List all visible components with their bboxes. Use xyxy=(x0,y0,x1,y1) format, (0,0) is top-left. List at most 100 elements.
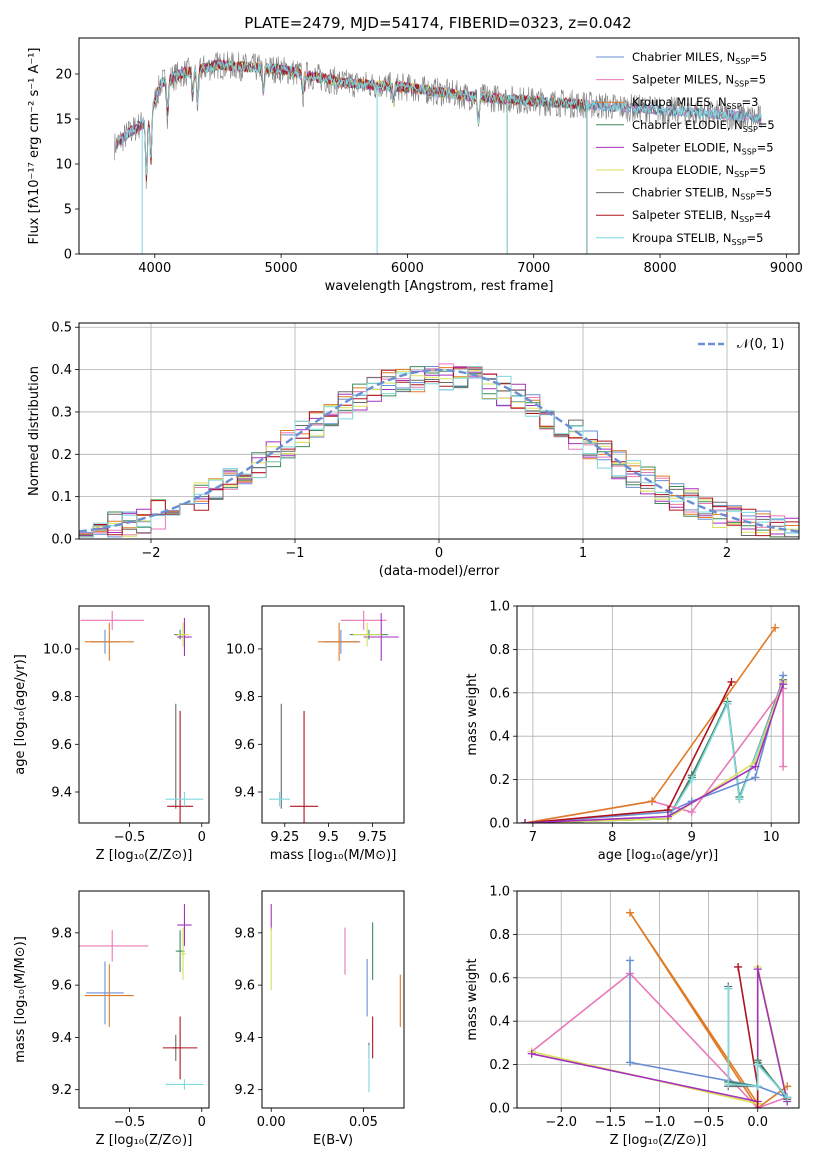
y-tick-label: 9.2 xyxy=(51,1083,72,1098)
x-tick-label: −0.5 xyxy=(114,830,146,845)
y-tick-label: 9.6 xyxy=(51,979,72,994)
y-tick-label: 0.0 xyxy=(51,533,72,548)
age_vs_mass-plot-area xyxy=(269,610,399,823)
y-axis-label: mass [log₁₀(M/M⊙)] xyxy=(13,936,28,1063)
x-tick-label: 0 xyxy=(198,830,206,845)
weight_vs_Z-axes: −2.0 −1.5 −1.0 −0.5 0.0 0.0 0.2 0.4 0.6 0.8 1.0 Z [… xyxy=(465,885,800,1148)
model-spectrum-line xyxy=(116,60,588,254)
mass-weight-point xyxy=(724,984,733,993)
x-tick-label: 4000 xyxy=(138,261,171,276)
age_vs_Z-frame xyxy=(78,605,210,824)
x-tick-label: −2.0 xyxy=(545,1115,577,1130)
mass-weight-point xyxy=(753,1060,762,1069)
x-tick-label: 0 xyxy=(435,546,443,561)
legend-label: Chabrier MILES, NSSP=5 xyxy=(632,50,767,66)
mass-weight-series-line xyxy=(629,960,788,1098)
y-tick-label: 0.2 xyxy=(489,773,510,788)
x-tick-label: −1 xyxy=(285,546,304,561)
legend-label: Salpeter STELIB, NSSP=4 xyxy=(632,208,771,224)
mass-weight-point xyxy=(625,1058,634,1067)
x-tick-label: 0.00 xyxy=(257,1115,286,1130)
mass-weight-series-line xyxy=(524,686,784,823)
age_vs_Z-plot-area xyxy=(80,610,204,823)
y-tick-label: 9.4 xyxy=(51,1031,72,1046)
x-tick-label: 10 xyxy=(763,830,780,845)
y-axis-label: Normed distribution xyxy=(27,366,42,496)
weight_vs_Z-plot-area xyxy=(527,908,792,1108)
weight_vs_age-axes: 7 8 9 10 0.0 0.2 0.4 0.6 0.8 1.0 age [log₁₀(age/yr… xyxy=(465,600,800,863)
y-tick-label: 0.4 xyxy=(489,730,510,745)
mass-weight-point xyxy=(727,677,736,686)
y-tick-label: 0.1 xyxy=(51,490,72,505)
y-tick-label: 9.4 xyxy=(234,786,255,801)
x-axis-label: wavelength [Angstrom, rest frame] xyxy=(325,279,554,294)
legend-label: Kroupa MILES, NSSP=3 xyxy=(632,95,758,111)
y-tick-label: 10.0 xyxy=(226,642,255,657)
x-axis-label: mass [log₁₀(M/M⊙)] xyxy=(270,848,397,863)
mass-weight-point xyxy=(687,808,696,817)
mass-weight-point xyxy=(663,812,672,821)
x-tick-label: −0.5 xyxy=(114,1115,146,1130)
residuals-plot-area xyxy=(79,363,799,538)
x-tick-label: 9000 xyxy=(770,261,803,276)
age_vs_mass-axes: 9.25 9.5 9.75 9.4 9.6 9.8 10.0 mass [log₁₀(M/M⊙… xyxy=(226,605,405,863)
x-tick-label: 0.0 xyxy=(747,1115,768,1130)
y-tick-label: 0.0 xyxy=(489,1102,510,1117)
mass_vs_Z-frame xyxy=(78,890,210,1109)
gaussian-reference-line xyxy=(79,368,799,533)
y-tick-label: 9.8 xyxy=(51,926,72,941)
y-tick-label: 9.6 xyxy=(234,979,255,994)
y-axis-label: age [log₁₀(age/yr)] xyxy=(13,654,28,775)
x-tick-label: 7000 xyxy=(517,261,550,276)
x-axis-label: Z [log₁₀(Z/Z⊙)] xyxy=(96,1133,193,1148)
x-axis-label: Z [log₁₀(Z/Z⊙)] xyxy=(610,1133,707,1148)
y-tick-label: 0 xyxy=(64,248,72,263)
x-tick-label: 8 xyxy=(608,830,616,845)
x-axis-label: (data-model)/error xyxy=(379,564,500,579)
weight_vs_age-plot-area xyxy=(520,623,788,823)
mass-weight-point xyxy=(648,797,657,806)
mass_vs_Z-plot-area xyxy=(79,904,204,1090)
mass-weight-point xyxy=(520,819,529,823)
mass_vs_ebv-frame xyxy=(261,890,405,1109)
x-tick-label: 8000 xyxy=(644,261,677,276)
mass-weight-point xyxy=(753,965,762,974)
y-tick-label: 0.8 xyxy=(489,643,510,658)
x-tick-label: 7 xyxy=(529,830,537,845)
legend-label: Kroupa STELIB, NSSP=5 xyxy=(632,231,763,247)
x-tick-label: −1.0 xyxy=(644,1115,676,1130)
y-tick-label: 9.6 xyxy=(234,738,255,753)
weight_vs_age-frame xyxy=(516,605,800,824)
y-axis-label: mass weight xyxy=(465,958,480,1040)
y-tick-label: 0.3 xyxy=(51,405,72,420)
mass-weight-series-line xyxy=(524,681,733,823)
mass-weight-series-line xyxy=(524,683,784,823)
x-tick-label: 9 xyxy=(688,830,696,845)
legend-label: Kroupa ELODIE, NSSP=5 xyxy=(632,163,766,179)
mass-weight-series-line xyxy=(531,972,788,1108)
y-axis-label: mass weight xyxy=(465,673,480,755)
y-tick-label: 0.6 xyxy=(489,971,510,986)
y-tick-label: 9.2 xyxy=(234,1083,255,1098)
y-tick-label: 1.0 xyxy=(489,885,510,900)
spectrum-legend: Chabrier MILES, NSSP=5 Salpeter MILES, NS… xyxy=(596,50,775,247)
y-tick-label: 1.0 xyxy=(489,600,510,615)
model-spectrum-line xyxy=(116,58,588,254)
y-tick-label: 20 xyxy=(55,68,72,83)
legend-label: Salpeter MILES, NSSP=5 xyxy=(632,73,766,89)
y-tick-label: 9.8 xyxy=(234,690,255,705)
y-tick-label: 0.8 xyxy=(489,928,510,943)
y-tick-label: 15 xyxy=(55,113,72,128)
mass_vs_ebv-axes: 0.00 0.05 9.2 9.4 9.6 9.8 E(B-V) xyxy=(234,890,405,1148)
y-axis-label: Flux [fλ10⁻¹⁷ erg cm⁻² s⁻¹ A⁻¹] xyxy=(27,48,42,245)
residuals-axes: −2 −1 0 1 2 0.0 0.1 0.2 0.3 0.4 0.5 (data-model)/er… xyxy=(27,321,800,579)
weight_vs_Z-frame xyxy=(516,890,800,1109)
x-tick-label: −0.5 xyxy=(693,1115,725,1130)
legend-label: Chabrier STELIB, NSSP=5 xyxy=(632,186,772,202)
y-tick-label: 9.4 xyxy=(234,1031,255,1046)
x-tick-label: 0.05 xyxy=(349,1115,378,1130)
x-tick-label: −1.5 xyxy=(595,1115,627,1130)
mass-weight-point xyxy=(779,680,788,689)
x-tick-label: 5000 xyxy=(265,261,298,276)
mass-weight-series-line xyxy=(524,681,784,823)
